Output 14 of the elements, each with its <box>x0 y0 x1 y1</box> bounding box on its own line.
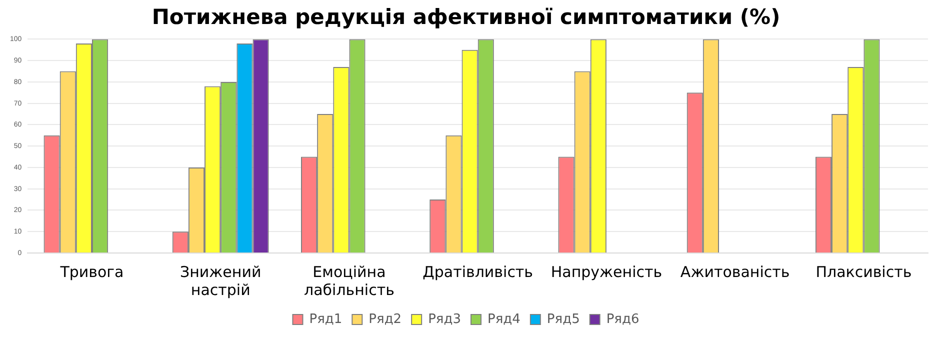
x-tick-label: Ажитованість <box>680 262 790 281</box>
x-tick-label: Тривога <box>59 262 124 281</box>
x-tick-label: Напруженість <box>550 262 662 281</box>
chart-title: Потижнева редукція афективної симптоматики (%) <box>152 5 780 30</box>
x-tick-label: Емоційна лабільність <box>304 262 394 299</box>
legend-label: Ряд5 <box>546 312 580 327</box>
legend-label: Ряд4 <box>488 312 520 327</box>
x-tick-label: Дратівливість <box>422 262 534 281</box>
legend-label: Ряд2 <box>368 312 402 327</box>
x-tick-label: Знижений настрій <box>180 262 262 299</box>
x-tick-label: Плаксивість <box>816 262 912 281</box>
legend-label: Ряд1 <box>309 312 342 327</box>
legend-label: Ряд6 <box>606 312 640 327</box>
legend-label: Ряд3 <box>428 312 462 327</box>
